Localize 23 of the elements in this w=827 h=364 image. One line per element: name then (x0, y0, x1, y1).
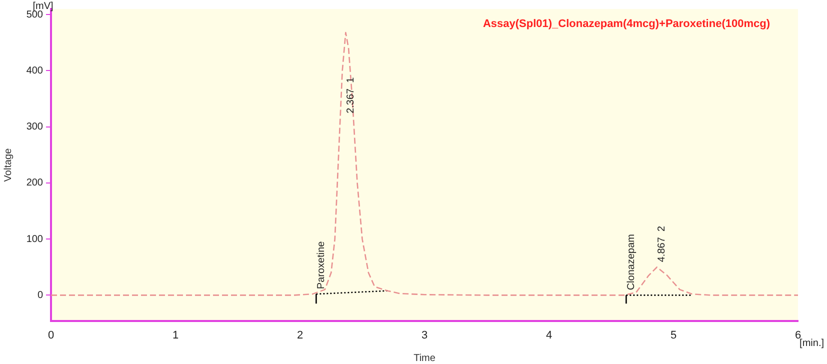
x-axis-title: Time (414, 352, 436, 364)
x-tick-label: 1 (172, 330, 179, 342)
x-tick-label: 5 (670, 330, 677, 342)
text: [min.] (800, 338, 824, 349)
x-tick-label: 4 (546, 330, 552, 342)
y-tick-label: 400 (26, 65, 44, 76)
x-tick-label: 2 (296, 330, 304, 342)
annotation: Clonazepam (626, 234, 637, 290)
x-tick-label: 0 (48, 330, 54, 342)
x-tick-label: 3 (421, 330, 428, 342)
annotation: 4.867 2 (656, 226, 668, 262)
y-tick-label: 200 (26, 178, 44, 189)
y-tick-label: 0 (37, 290, 44, 301)
annotation: [mV] (32, 0, 54, 12)
text: Assay(Spl01)_Clonazepam(4mcg)+Paroxetine(100mcg) (482, 18, 770, 30)
line-series (51, 32, 798, 296)
x-tick-label: 6 (794, 330, 802, 342)
y-axis-title: Voltage (2, 148, 14, 182)
y-tick-label: 300 (26, 122, 44, 133)
y-tick-label: 100 (26, 234, 44, 245)
y-tick-label: 500 (26, 9, 44, 20)
annotation: Paroxetine (316, 240, 327, 290)
annotation: 2.367 1 (345, 76, 356, 114)
